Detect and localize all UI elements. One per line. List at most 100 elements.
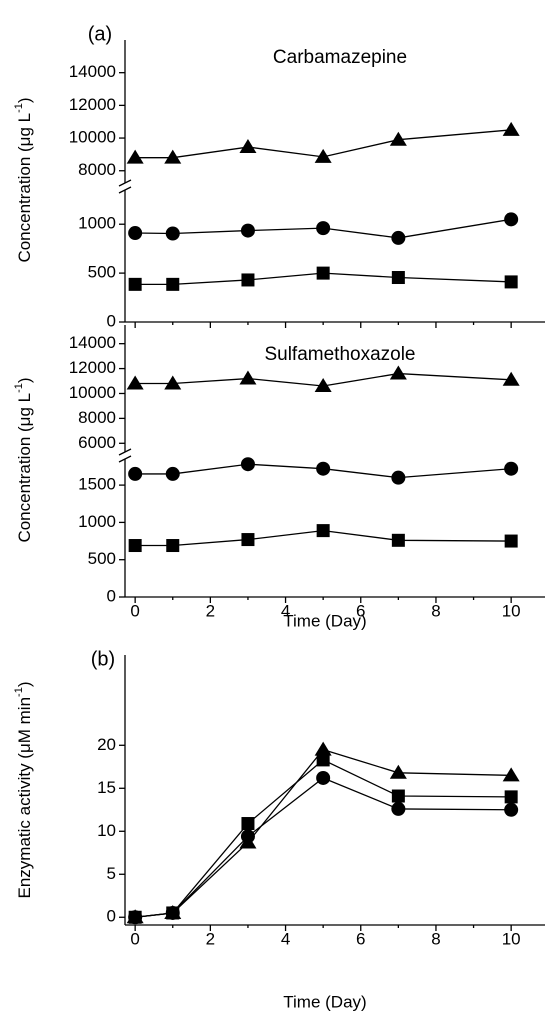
y-tick-label: 15 (97, 778, 116, 797)
y-axis-label-end: ) (15, 682, 34, 688)
point (128, 466, 143, 481)
point (391, 789, 405, 803)
point (165, 466, 180, 481)
x-axis-label: Time (Day) (283, 992, 366, 1011)
x-axis-label: Time (Day) (283, 611, 366, 630)
y-tick-label: 0 (107, 311, 116, 330)
y-axis-label-end: ) (15, 377, 34, 383)
point (316, 221, 331, 236)
point (502, 371, 520, 386)
point (389, 764, 407, 779)
x-tick-label: 6 (356, 929, 365, 948)
series-line (135, 372, 512, 387)
y-axis-label-sup: -1 (13, 103, 25, 113)
axis-break (118, 448, 132, 456)
point (504, 790, 518, 804)
point (128, 277, 142, 291)
point (504, 212, 519, 227)
y-tick-label: 0 (107, 907, 116, 926)
y-tick-label: 10000 (69, 383, 116, 402)
x-tick-label: 8 (431, 601, 440, 620)
point (504, 534, 518, 548)
x-tick-label: 0 (130, 929, 139, 948)
point (239, 370, 257, 385)
x-tick-label: 0 (130, 601, 139, 620)
point (389, 131, 407, 146)
point (240, 457, 255, 472)
chart-title: Carbamazepine (273, 47, 407, 68)
point (391, 801, 406, 816)
point (128, 226, 143, 241)
point (502, 767, 520, 782)
x-tick-label: 8 (431, 929, 440, 948)
point (126, 909, 144, 924)
point (126, 149, 144, 164)
point (164, 904, 182, 919)
x-tick-label: 4 (281, 929, 290, 948)
panel-label: (a) (88, 23, 112, 45)
point (165, 226, 180, 241)
y-axis-label-end: ) (15, 97, 34, 103)
y-axis-label: Concentration (μg L-1) (13, 97, 35, 262)
y-axis-label-text: Concentration (μg L (15, 113, 34, 263)
y-axis-label-sup: -1 (13, 383, 25, 393)
series-line (135, 129, 512, 159)
point (316, 461, 331, 476)
y-tick-label: 12000 (69, 358, 116, 377)
point (314, 741, 332, 756)
point (241, 817, 255, 831)
chart-title: Sulfamethoxazole (264, 344, 415, 365)
point (240, 223, 255, 238)
point (314, 148, 332, 163)
y-axis-label-text: Concentration (μg L (15, 393, 34, 543)
point (126, 375, 144, 390)
point (316, 266, 330, 280)
series-line (135, 748, 512, 918)
y-tick-label: 14000 (69, 62, 116, 81)
x-tick-label: 10 (502, 601, 521, 620)
point (504, 461, 519, 476)
y-tick-label: 20 (97, 735, 116, 754)
y-tick-label: 1000 (78, 214, 116, 233)
axis-break (118, 179, 132, 187)
y-tick-label: 8000 (78, 160, 116, 179)
point (166, 539, 180, 553)
y-tick-label: 5 (107, 864, 116, 883)
point (241, 533, 255, 547)
point (391, 271, 405, 285)
y-tick-label: 500 (88, 549, 116, 568)
point (389, 365, 407, 380)
point (241, 273, 255, 287)
y-axis-label: Concentration (μg L-1) (13, 377, 35, 542)
point (166, 277, 180, 291)
point (504, 275, 518, 289)
point (391, 230, 406, 245)
y-tick-label: 1000 (78, 512, 116, 531)
y-tick-label: 500 (88, 263, 116, 282)
point (164, 149, 182, 164)
point (128, 539, 142, 553)
point (316, 753, 330, 767)
point (502, 121, 520, 136)
point (239, 139, 257, 154)
y-tick-label: 8000 (78, 408, 116, 427)
y-axis-label-text: Enzymatic activity (μM min (15, 697, 34, 899)
x-tick-label: 10 (502, 929, 521, 948)
y-tick-label: 10000 (69, 128, 116, 147)
point (504, 802, 519, 817)
point (314, 378, 332, 393)
x-tick-label: 2 (206, 929, 215, 948)
y-tick-label: 0 (107, 586, 116, 605)
x-tick-label: 4 (281, 601, 290, 620)
point (391, 533, 405, 547)
point (316, 770, 331, 785)
y-tick-label: 14000 (69, 333, 116, 352)
point (164, 375, 182, 390)
point (316, 524, 330, 538)
x-tick-label: 6 (356, 601, 365, 620)
y-tick-label: 6000 (78, 433, 116, 452)
point (391, 470, 406, 485)
y-tick-label: 1500 (78, 475, 116, 494)
y-axis-label-sup: -1 (13, 687, 25, 697)
